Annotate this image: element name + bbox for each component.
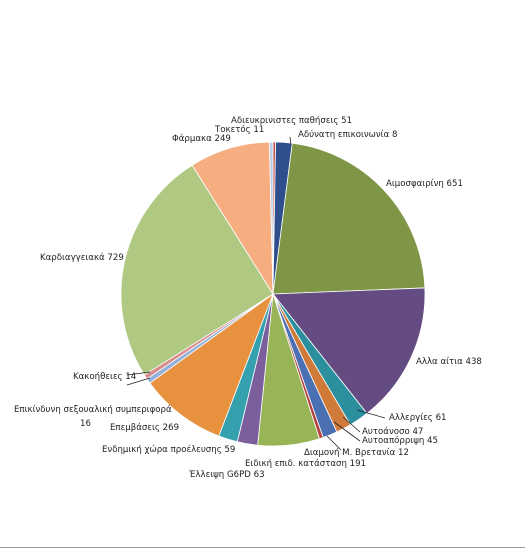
slice-label-14: Καρδιαγγειακά 729 xyxy=(40,253,124,263)
slice-label-15: Φάρμακα 249 xyxy=(172,134,231,144)
slice-label-9: Έλλειψη G6PD 63 xyxy=(188,470,265,480)
slice-label-12: Επικίνδυνη σεξουαλική συμπεριφορά xyxy=(14,405,172,415)
slice-label-6: Αυτοαπόρριψη 45 xyxy=(362,435,438,446)
slice-label-1: Αδιευκρινιστες παθήσεις 51 xyxy=(231,116,352,126)
pie-slice-14 xyxy=(120,164,274,376)
slice-label-5: Αυτοάνοσο 47 xyxy=(362,427,423,437)
leader-line-7 xyxy=(326,435,342,451)
slice-label-8: Ειδική επιδ. κατάσταση 191 xyxy=(245,459,366,469)
pie-slice-3 xyxy=(272,287,426,415)
slice-label-7: Διαμονή Μ. Βρετανία 12 xyxy=(304,448,409,458)
leader-line-12 xyxy=(126,377,151,386)
leader-line-6 xyxy=(333,421,361,442)
leader-line-5 xyxy=(342,416,361,433)
pie-slice-11 xyxy=(149,292,274,437)
slice-label-4: Αλλεργίες 61 xyxy=(389,413,447,423)
leader-line-13 xyxy=(126,371,151,376)
slice-label-0: Αδύνατη επικοινωνία 8 xyxy=(298,129,397,140)
slice-label-10: Ενδημική χώρα προέλευσης 59 xyxy=(102,444,235,455)
pie-slices xyxy=(120,141,426,447)
leader-line-0 xyxy=(289,136,292,146)
slice-label-13: Κακοήθειες 14 xyxy=(73,372,136,382)
leader-line-4 xyxy=(356,409,386,419)
slice-label-12-value: 16 xyxy=(80,419,91,429)
slice-label-11: Επεμβάσεις 269 xyxy=(110,423,179,433)
slice-label-3: Αλλα αίτια 438 xyxy=(416,357,482,367)
slice-labels: Αδύνατη επικοινωνία 8 Αδιευκρινιστες παθή… xyxy=(14,116,482,480)
leader-lines xyxy=(126,136,386,451)
pie-slice-16 xyxy=(268,141,274,295)
pie-slice-2 xyxy=(272,142,426,295)
slice-label-2: Αιμοσφαιρίνη 651 xyxy=(386,179,463,189)
slice-label-16: Τοκετός 11 xyxy=(214,124,264,135)
